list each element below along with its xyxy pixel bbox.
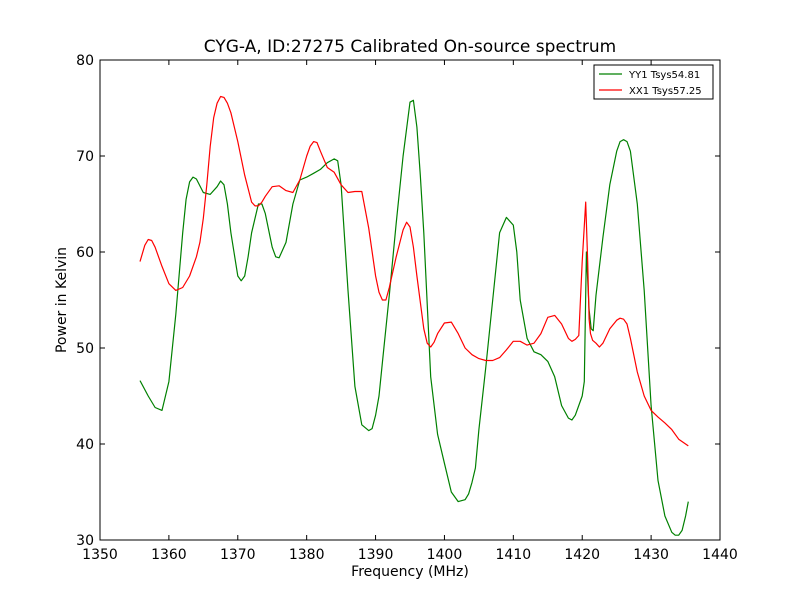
y-tick-label: 50 [76, 341, 94, 357]
y-tick-label: 70 [76, 149, 94, 165]
y-tick-label: 60 [76, 245, 94, 261]
x-tick-label: 1390 [358, 547, 394, 563]
x-tick-label: 1430 [633, 547, 669, 563]
x-tick-label: 1440 [702, 547, 738, 563]
legend-label-xx1: XX1 Tsys57.25 [629, 86, 702, 97]
legend: YY1 Tsys54.81 XX1 Tsys57.25 [593, 64, 714, 100]
y-tick-label: 40 [76, 437, 94, 453]
series-layer [139, 95, 689, 536]
x-tick-label: 1420 [564, 547, 600, 563]
x-axis-title: Frequency (MHz) [351, 564, 469, 580]
y-tick-label: 80 [76, 53, 94, 69]
chart-title: CYG-A, ID:27275 Calibrated On-source spe… [204, 37, 616, 57]
legend-box [593, 64, 714, 100]
x-tick-label: 1400 [427, 547, 463, 563]
series-line-1 [139, 95, 689, 447]
legend-label-yy1: YY1 Tsys54.81 [628, 70, 700, 81]
x-tick-label: 1370 [220, 547, 256, 563]
plot-area [99, 59, 721, 541]
x-tick-label: 1360 [151, 547, 187, 563]
x-tick-label: 1350 [82, 547, 118, 563]
x-tick-label: 1410 [496, 547, 532, 563]
y-tick-label: 30 [76, 533, 94, 549]
y-axis-title: Power in Kelvin [54, 247, 70, 353]
y-axis: 30 40 50 60 70 80 [76, 53, 720, 549]
series-line-0 [139, 99, 689, 536]
x-tick-label: 1380 [289, 547, 325, 563]
x-axis: 1350 1360 1370 1380 1390 1400 1410 1420 1430 1440 [82, 60, 738, 563]
